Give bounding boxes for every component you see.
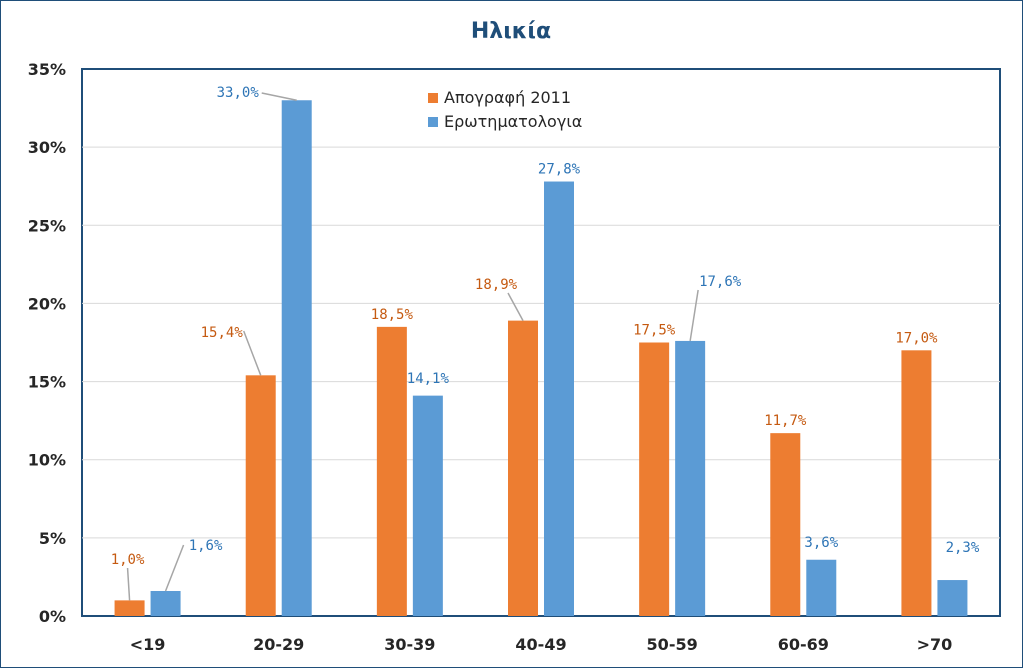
x-tick-label: 50-59 xyxy=(647,635,698,654)
x-tick-label: 30-39 xyxy=(384,635,435,654)
bars xyxy=(114,100,968,617)
legend-swatch xyxy=(428,117,438,127)
legend: Απογραφή 2011 Ερωτηματολογια xyxy=(428,88,582,131)
bar xyxy=(245,375,276,616)
x-tick-label: >70 xyxy=(917,635,953,654)
data-label: 14,1% xyxy=(407,371,450,387)
legend-label: Ερωτηματολογια xyxy=(444,112,582,131)
bar xyxy=(901,350,932,616)
y-tick-label: 20% xyxy=(28,294,66,313)
gridlines xyxy=(82,146,1000,539)
bar xyxy=(770,433,801,616)
data-label: 1,6% xyxy=(189,538,223,554)
bar xyxy=(544,181,574,617)
bar xyxy=(937,580,968,616)
y-tick-label: 0% xyxy=(39,607,66,626)
bar xyxy=(639,342,670,616)
bar xyxy=(806,559,837,616)
bar xyxy=(508,320,538,616)
label-leader xyxy=(164,544,185,592)
bar xyxy=(150,590,181,616)
chart-title: Ηλικία xyxy=(471,19,551,44)
x-tick-label: 60-69 xyxy=(778,635,829,654)
x-tick-label: 40-49 xyxy=(515,635,566,654)
x-tick-label: 20-29 xyxy=(253,635,304,654)
y-tick-label: 30% xyxy=(28,138,66,157)
data-label: 11,7% xyxy=(764,413,807,429)
data-label: 15,4% xyxy=(201,325,244,341)
x-axis: <19 20-29 30-39 40-49 50-59 60-69 >70 xyxy=(130,635,953,654)
y-tick-label: 25% xyxy=(28,216,66,235)
label-leader xyxy=(261,92,297,101)
data-label: 17,5% xyxy=(633,323,676,339)
data-label: 18,5% xyxy=(371,307,414,323)
y-axis: 0% 5% 10% 15% 20% 25% 30% 35% xyxy=(28,60,66,626)
bar xyxy=(675,340,706,616)
bar xyxy=(376,326,407,616)
bar xyxy=(114,600,145,616)
label-leader xyxy=(689,289,699,342)
data-label: 17,6% xyxy=(699,274,742,290)
plot-area xyxy=(81,68,1001,617)
data-label: 1,0% xyxy=(111,552,145,568)
x-tick-label: <19 xyxy=(130,635,166,654)
data-label: 18,9% xyxy=(475,277,518,293)
legend-label: Απογραφή 2011 xyxy=(444,88,571,107)
bar xyxy=(412,395,443,616)
label-leader xyxy=(507,292,524,321)
data-label: 17,0% xyxy=(895,330,938,346)
y-tick-label: 15% xyxy=(28,373,66,392)
data-label: 3,6% xyxy=(804,535,838,551)
label-leader xyxy=(243,330,262,376)
bar xyxy=(281,100,312,616)
data-labels: 1,0% 1,6% 15,4% 33,0% 18,5% 14,1% 18,9% 27,8% 17… xyxy=(111,85,980,601)
label-leader xyxy=(126,567,131,601)
data-label: 2,3% xyxy=(946,540,980,556)
data-label: 33,0% xyxy=(217,85,260,101)
legend-swatch xyxy=(428,93,438,103)
data-label: 27,8% xyxy=(538,162,581,178)
y-tick-label: 5% xyxy=(39,529,66,548)
y-tick-label: 35% xyxy=(28,60,66,79)
y-tick-label: 10% xyxy=(28,451,66,470)
